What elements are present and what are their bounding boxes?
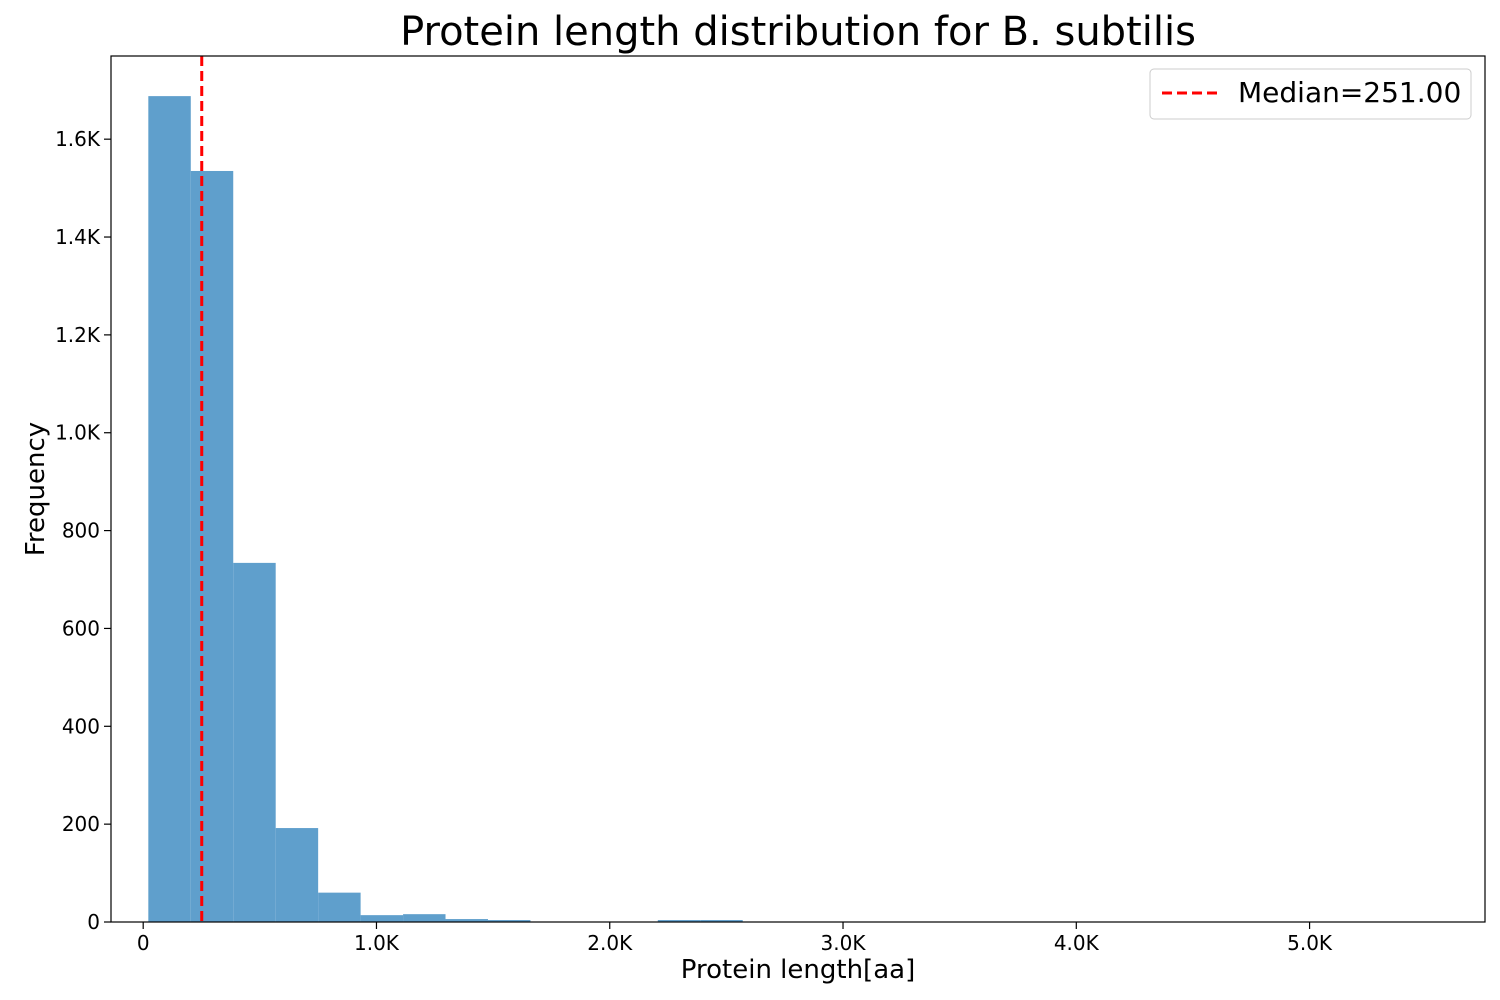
- x-tick-label: 1.0K: [354, 931, 400, 955]
- histogram-bar: [403, 914, 446, 922]
- y-tick-label: 1.0K: [55, 421, 101, 445]
- y-tick-label: 0: [87, 910, 100, 934]
- x-tick-label: 5.0K: [1287, 931, 1333, 955]
- y-axis: 0 200 400 600 800 1.0K 1.2K 1.4K 1.6K: [55, 127, 111, 934]
- y-tick-label: 600: [62, 616, 100, 640]
- legend-box: [1149, 68, 1472, 120]
- bars-layer: [148, 96, 743, 923]
- x-tick-label: 0: [137, 931, 150, 955]
- y-axis-label: Frequency: [21, 422, 51, 556]
- legend: Median=251.00: [1149, 68, 1472, 120]
- histogram-bar: [190, 170, 234, 922]
- histogram-bar: [275, 828, 319, 922]
- histogram-bar: [233, 562, 276, 922]
- histogram-bar: [487, 920, 531, 922]
- histogram-bar: [700, 920, 743, 922]
- histogram-bar: [318, 892, 361, 922]
- y-tick-label: 800: [62, 519, 100, 543]
- histogram-bar: [148, 96, 191, 923]
- plot-frame: [110, 55, 1486, 923]
- y-tick-label: 1.4K: [55, 225, 101, 249]
- y-tick-label: 400: [62, 714, 100, 738]
- x-axis: 0 1.0K 2.0K 3.0K 4.0K 5.0K: [137, 922, 1333, 955]
- y-tick-label: 200: [62, 812, 100, 836]
- histogram-bar: [657, 920, 701, 922]
- x-tick-label: 3.0K: [821, 931, 867, 955]
- chart-title: Protein length distribution for B. subti…: [400, 9, 1196, 55]
- y-tick-label: 1.6K: [55, 127, 101, 151]
- histogram-bar: [445, 919, 488, 922]
- y-tick-label: 1.2K: [55, 323, 101, 347]
- histogram-bar: [360, 915, 404, 922]
- x-tick-label: 2.0K: [587, 931, 633, 955]
- x-tick-label: 4.0K: [1054, 931, 1100, 955]
- x-axis-label: Protein length[aa]: [681, 955, 915, 985]
- legend-median-label: Median=251.00: [1238, 76, 1461, 109]
